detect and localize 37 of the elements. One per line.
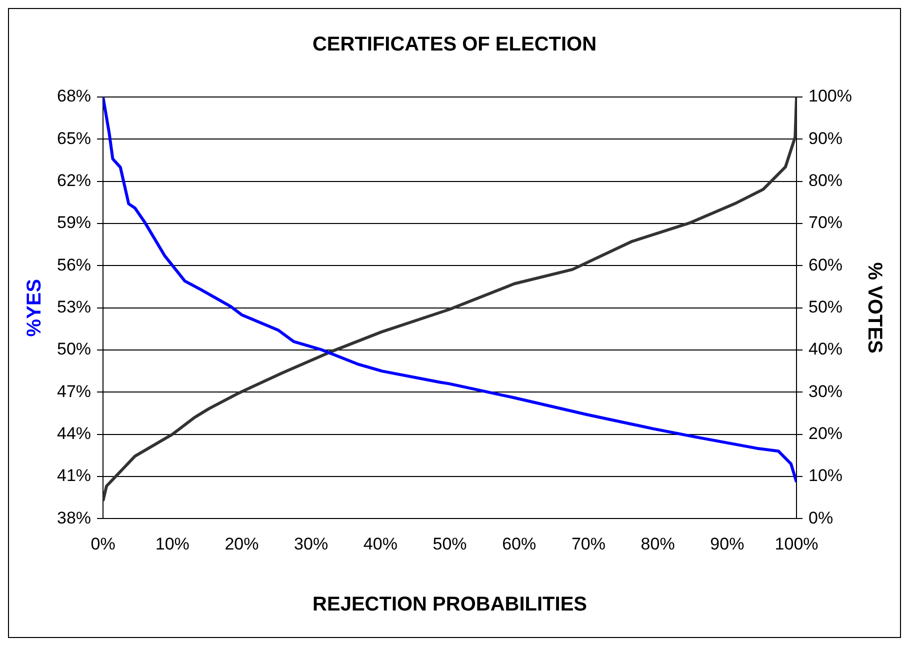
chart-title: CERTIFICATES OF ELECTION: [312, 34, 597, 56]
y2-tick-label: 40%: [808, 340, 843, 359]
y-tick-label: 62%: [56, 171, 92, 190]
y2-tick-label: 70%: [808, 213, 843, 232]
y-tick-label: 53%: [56, 297, 92, 316]
y2-tick-label: 20%: [808, 424, 843, 443]
y-tick-label: 65%: [56, 128, 92, 148]
y2-tick-label: 100%: [808, 86, 852, 106]
y2-tick-label: 30%: [808, 382, 843, 401]
y-tick-label: 56%: [56, 255, 92, 274]
y2-tick-label: 80%: [808, 171, 843, 190]
x-tick-label: 60%: [502, 534, 536, 554]
y-axis-title: %YES: [24, 278, 46, 337]
y-tick-label: 47%: [56, 382, 92, 401]
x-tick-label: 90%: [710, 534, 744, 554]
y-tick-label: 59%: [56, 213, 92, 232]
x-tick-label: 40%: [363, 534, 398, 554]
x-tick-label: 20%: [224, 534, 259, 554]
y2-tick-label: 50%: [808, 297, 843, 316]
y-tick-label: 38%: [56, 508, 92, 528]
x-tick-label: 30%: [294, 534, 328, 554]
y2-tick-label: 10%: [808, 466, 843, 486]
y-tick-label: 50%: [56, 340, 92, 359]
y2-tick-label: 0%: [808, 508, 834, 528]
y2-tick-label: 60%: [808, 255, 843, 274]
y2-tick-label: 90%: [808, 128, 843, 148]
x-tick-label: 10%: [155, 534, 190, 554]
x-tick-label: 100%: [774, 534, 818, 554]
y-tick-label: 44%: [56, 424, 92, 443]
x-tick-label: 80%: [640, 534, 675, 554]
x-tick-label: 50%: [432, 534, 467, 554]
x-tick-label: 0%: [90, 534, 116, 554]
y2-axis-title: % VOTES: [863, 262, 886, 354]
x-axis-title: REJECTION PROBABILITIES: [312, 594, 588, 616]
y-tick-label: 68%: [56, 86, 92, 106]
y-tick-label: 41%: [56, 466, 92, 486]
x-tick-label: 70%: [571, 534, 606, 554]
